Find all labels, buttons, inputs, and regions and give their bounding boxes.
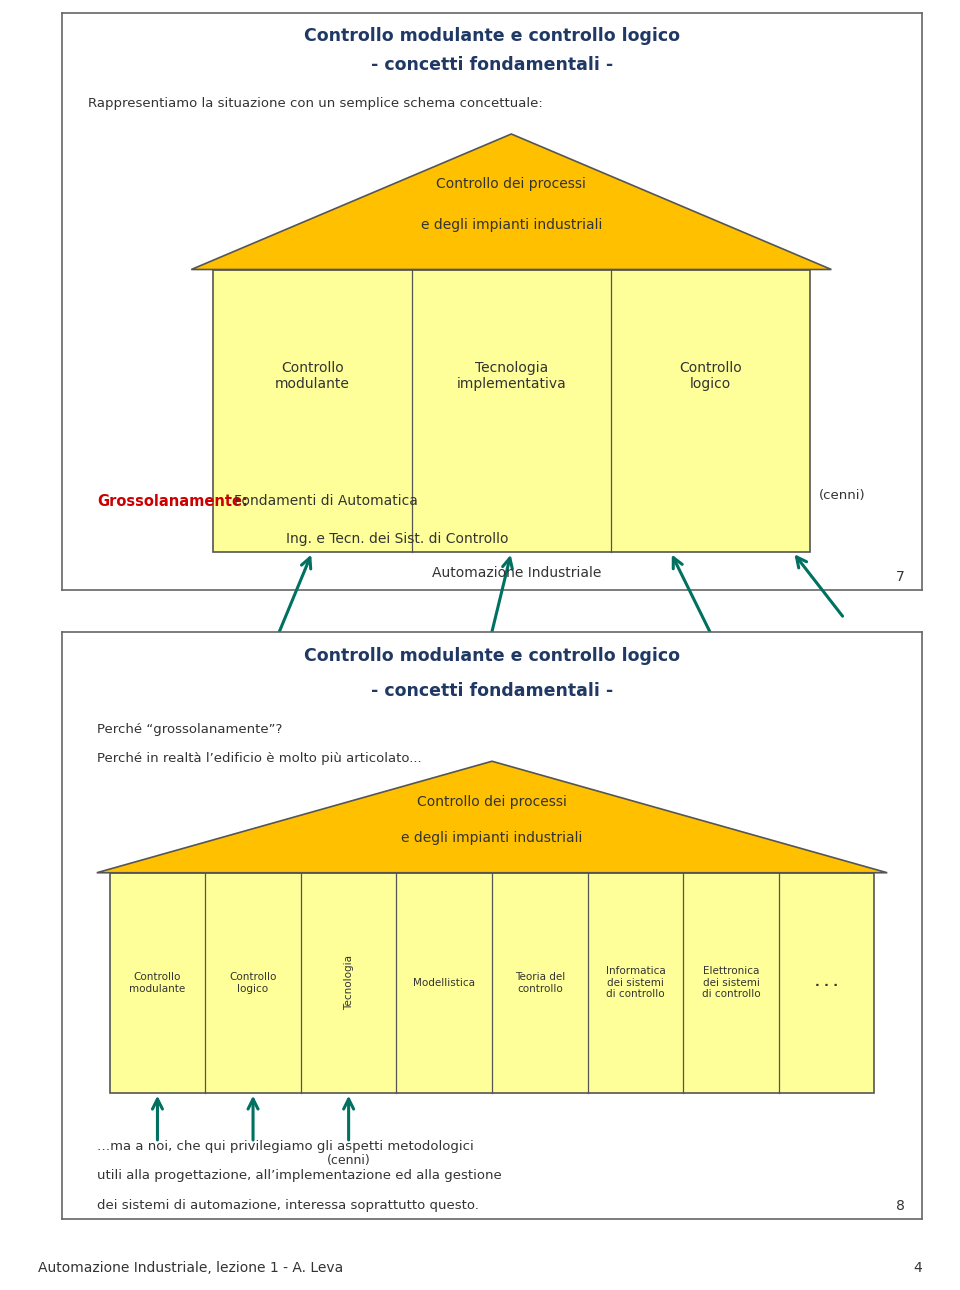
Text: Rappresentiamo la situazione con un semplice schema concettuale:: Rappresentiamo la situazione con un semp… — [88, 97, 543, 110]
Text: Tecnologia: Tecnologia — [344, 956, 353, 1010]
Text: Controllo modulante e controllo logico: Controllo modulante e controllo logico — [304, 27, 680, 45]
Bar — [213, 270, 810, 552]
Text: Controllo
logico: Controllo logico — [229, 971, 276, 993]
Text: 7: 7 — [896, 570, 904, 584]
Text: Informatica
dei sistemi
di controllo: Informatica dei sistemi di controllo — [606, 966, 665, 1000]
Text: Elettronica
dei sistemi
di controllo: Elettronica dei sistemi di controllo — [702, 966, 760, 1000]
Text: Perché in realtà l’edificio è molto più articolato...: Perché in realtà l’edificio è molto più … — [97, 752, 421, 765]
Text: (cenni): (cenni) — [819, 489, 865, 502]
Text: . . .: . . . — [815, 977, 838, 989]
Text: utili alla progettazione, all’implementazione ed alla gestione: utili alla progettazione, all’implementa… — [97, 1169, 501, 1182]
Text: Controllo dei processi: Controllo dei processi — [417, 796, 567, 809]
Text: Fondamenti di Automatica: Fondamenti di Automatica — [234, 494, 419, 508]
Text: …ma a noi, che qui privilegiamo gli aspetti metodologici: …ma a noi, che qui privilegiamo gli aspe… — [97, 1140, 473, 1153]
Text: Automazione Industriale, lezione 1 - A. Leva: Automazione Industriale, lezione 1 - A. … — [38, 1260, 344, 1275]
Text: e degli impianti industriali: e degli impianti industriali — [420, 218, 602, 232]
Text: Teoria del
controllo: Teoria del controllo — [515, 971, 564, 993]
Text: Controllo modulante e controllo logico: Controllo modulante e controllo logico — [304, 646, 680, 664]
Text: Controllo
logico: Controllo logico — [679, 361, 742, 391]
Text: Controllo
modulante: Controllo modulante — [130, 971, 185, 993]
Text: (cenni): (cenni) — [326, 1155, 371, 1167]
Text: Controllo dei processi: Controllo dei processi — [437, 178, 587, 191]
Polygon shape — [97, 761, 887, 873]
Text: - concetti fondamentali -: - concetti fondamentali - — [371, 682, 613, 700]
Text: Grossolanamente:: Grossolanamente: — [97, 494, 248, 510]
Bar — [109, 873, 875, 1093]
Text: Ing. e Tecn. dei Sist. di Controllo: Ing. e Tecn. dei Sist. di Controllo — [286, 531, 508, 546]
Text: Automazione Industriale: Automazione Industriale — [432, 566, 601, 580]
Text: dei sistemi di automazione, interessa soprattutto questo.: dei sistemi di automazione, interessa so… — [97, 1198, 479, 1211]
Text: Tecnologia
implementativa: Tecnologia implementativa — [456, 361, 566, 391]
Text: - concetti fondamentali -: - concetti fondamentali - — [371, 57, 613, 74]
Text: 4: 4 — [913, 1260, 922, 1275]
Text: Controllo
modulante: Controllo modulante — [275, 361, 349, 391]
Text: 8: 8 — [896, 1200, 904, 1213]
Text: Modellistica: Modellistica — [413, 978, 475, 988]
Text: Perché “grossolanamente”?: Perché “grossolanamente”? — [97, 724, 282, 737]
Text: e degli impianti industriali: e degli impianti industriali — [401, 831, 583, 845]
Polygon shape — [191, 134, 831, 270]
